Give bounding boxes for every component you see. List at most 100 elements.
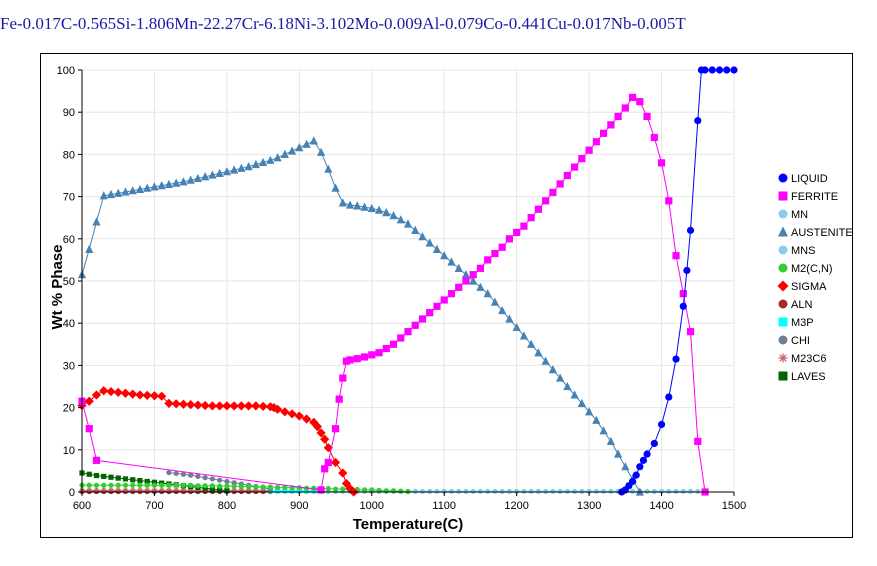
data-point (505, 235, 514, 243)
data-point (644, 488, 650, 494)
data-point (367, 203, 376, 213)
data-point (259, 157, 268, 167)
data-point (527, 214, 535, 222)
data-point (506, 488, 513, 494)
data-point (99, 386, 109, 396)
data-point (498, 243, 506, 251)
legend: LIQUID FERRITE MN AUSTENITE MNS M2(C,N) SIGMA A… (777, 173, 853, 383)
data-point (404, 328, 412, 336)
data-point (353, 201, 362, 210)
data-point (599, 426, 608, 435)
x-tick-label: 1200 (504, 500, 528, 512)
legend-label: AUSTENITE (791, 227, 853, 239)
data-point (607, 121, 615, 129)
data-point (651, 488, 657, 494)
legend-item-m23c6: M23C6 (778, 353, 826, 365)
data-point (172, 178, 181, 187)
data-point (108, 474, 114, 480)
x-tick-label: 700 (145, 500, 163, 512)
data-point (166, 469, 172, 476)
data-point (577, 398, 586, 407)
data-point (715, 66, 724, 74)
data-point (188, 472, 194, 478)
data-point (601, 488, 607, 494)
data-point (686, 328, 695, 336)
data-point (673, 488, 679, 494)
data-point (331, 425, 340, 433)
data-point (179, 177, 188, 186)
data-point (683, 266, 691, 275)
data-point (164, 398, 174, 408)
data-point (217, 483, 223, 489)
data-point (492, 488, 498, 494)
data-point (222, 167, 231, 176)
data-point (186, 400, 196, 410)
data-point (639, 456, 648, 464)
data-point (338, 468, 348, 478)
series-line (621, 69, 734, 493)
data-point (440, 296, 448, 304)
data-point (613, 449, 623, 458)
legend-label: LAVES (791, 371, 826, 383)
data-point (621, 104, 629, 112)
data-point (665, 197, 673, 205)
data-point (106, 386, 116, 397)
data-point (461, 270, 471, 279)
legend-marker (778, 317, 788, 327)
data-point (593, 488, 599, 494)
data-point (275, 488, 281, 494)
data-point (273, 153, 282, 162)
data-point (520, 222, 528, 230)
data-point (491, 249, 499, 258)
legend-marker (778, 209, 788, 219)
data-point (178, 399, 189, 409)
data-point (317, 486, 325, 494)
data-point (151, 482, 158, 488)
data-point (441, 488, 447, 494)
data-point (215, 401, 225, 411)
data-point (173, 482, 179, 488)
data-point (621, 462, 630, 471)
legend-item-aln: ALN (778, 299, 812, 311)
data-point (592, 138, 600, 146)
data-point (650, 133, 658, 142)
data-point (672, 355, 680, 363)
data-point (390, 488, 397, 494)
data-point (556, 373, 565, 382)
data-point (412, 488, 418, 494)
data-point (324, 458, 332, 467)
data-point (708, 66, 716, 74)
data-point (173, 470, 179, 477)
data-point (548, 365, 557, 374)
data-point (557, 488, 563, 494)
x-tick-label: 1400 (649, 500, 673, 512)
data-point (229, 401, 239, 411)
data-point (302, 139, 311, 148)
legend-item-mns: MNS (778, 245, 815, 257)
data-point (230, 165, 239, 174)
data-point (636, 463, 644, 471)
legend-label: LIQUID (791, 173, 828, 185)
data-point (665, 393, 673, 401)
x-tick-label: 1300 (577, 500, 601, 512)
data-point (91, 390, 102, 400)
data-point (335, 395, 343, 403)
x-tick-label: 900 (290, 500, 308, 512)
y-tick-label: 90 (63, 107, 75, 119)
y-tick-label: 70 (63, 192, 75, 204)
legend-item-austenite: AUSTENITE (778, 226, 853, 239)
data-point (535, 488, 542, 494)
x-tick-label: 600 (73, 500, 91, 512)
data-point (121, 187, 130, 196)
legend-marker (778, 371, 788, 381)
data-point (686, 226, 695, 234)
data-point (296, 488, 302, 494)
data-point (369, 487, 375, 493)
data-point (454, 263, 463, 272)
data-point (115, 475, 121, 481)
grid (81, 69, 735, 493)
data-point (579, 488, 585, 494)
data-point (251, 159, 260, 169)
data-point (418, 232, 427, 241)
data-point (614, 112, 622, 121)
